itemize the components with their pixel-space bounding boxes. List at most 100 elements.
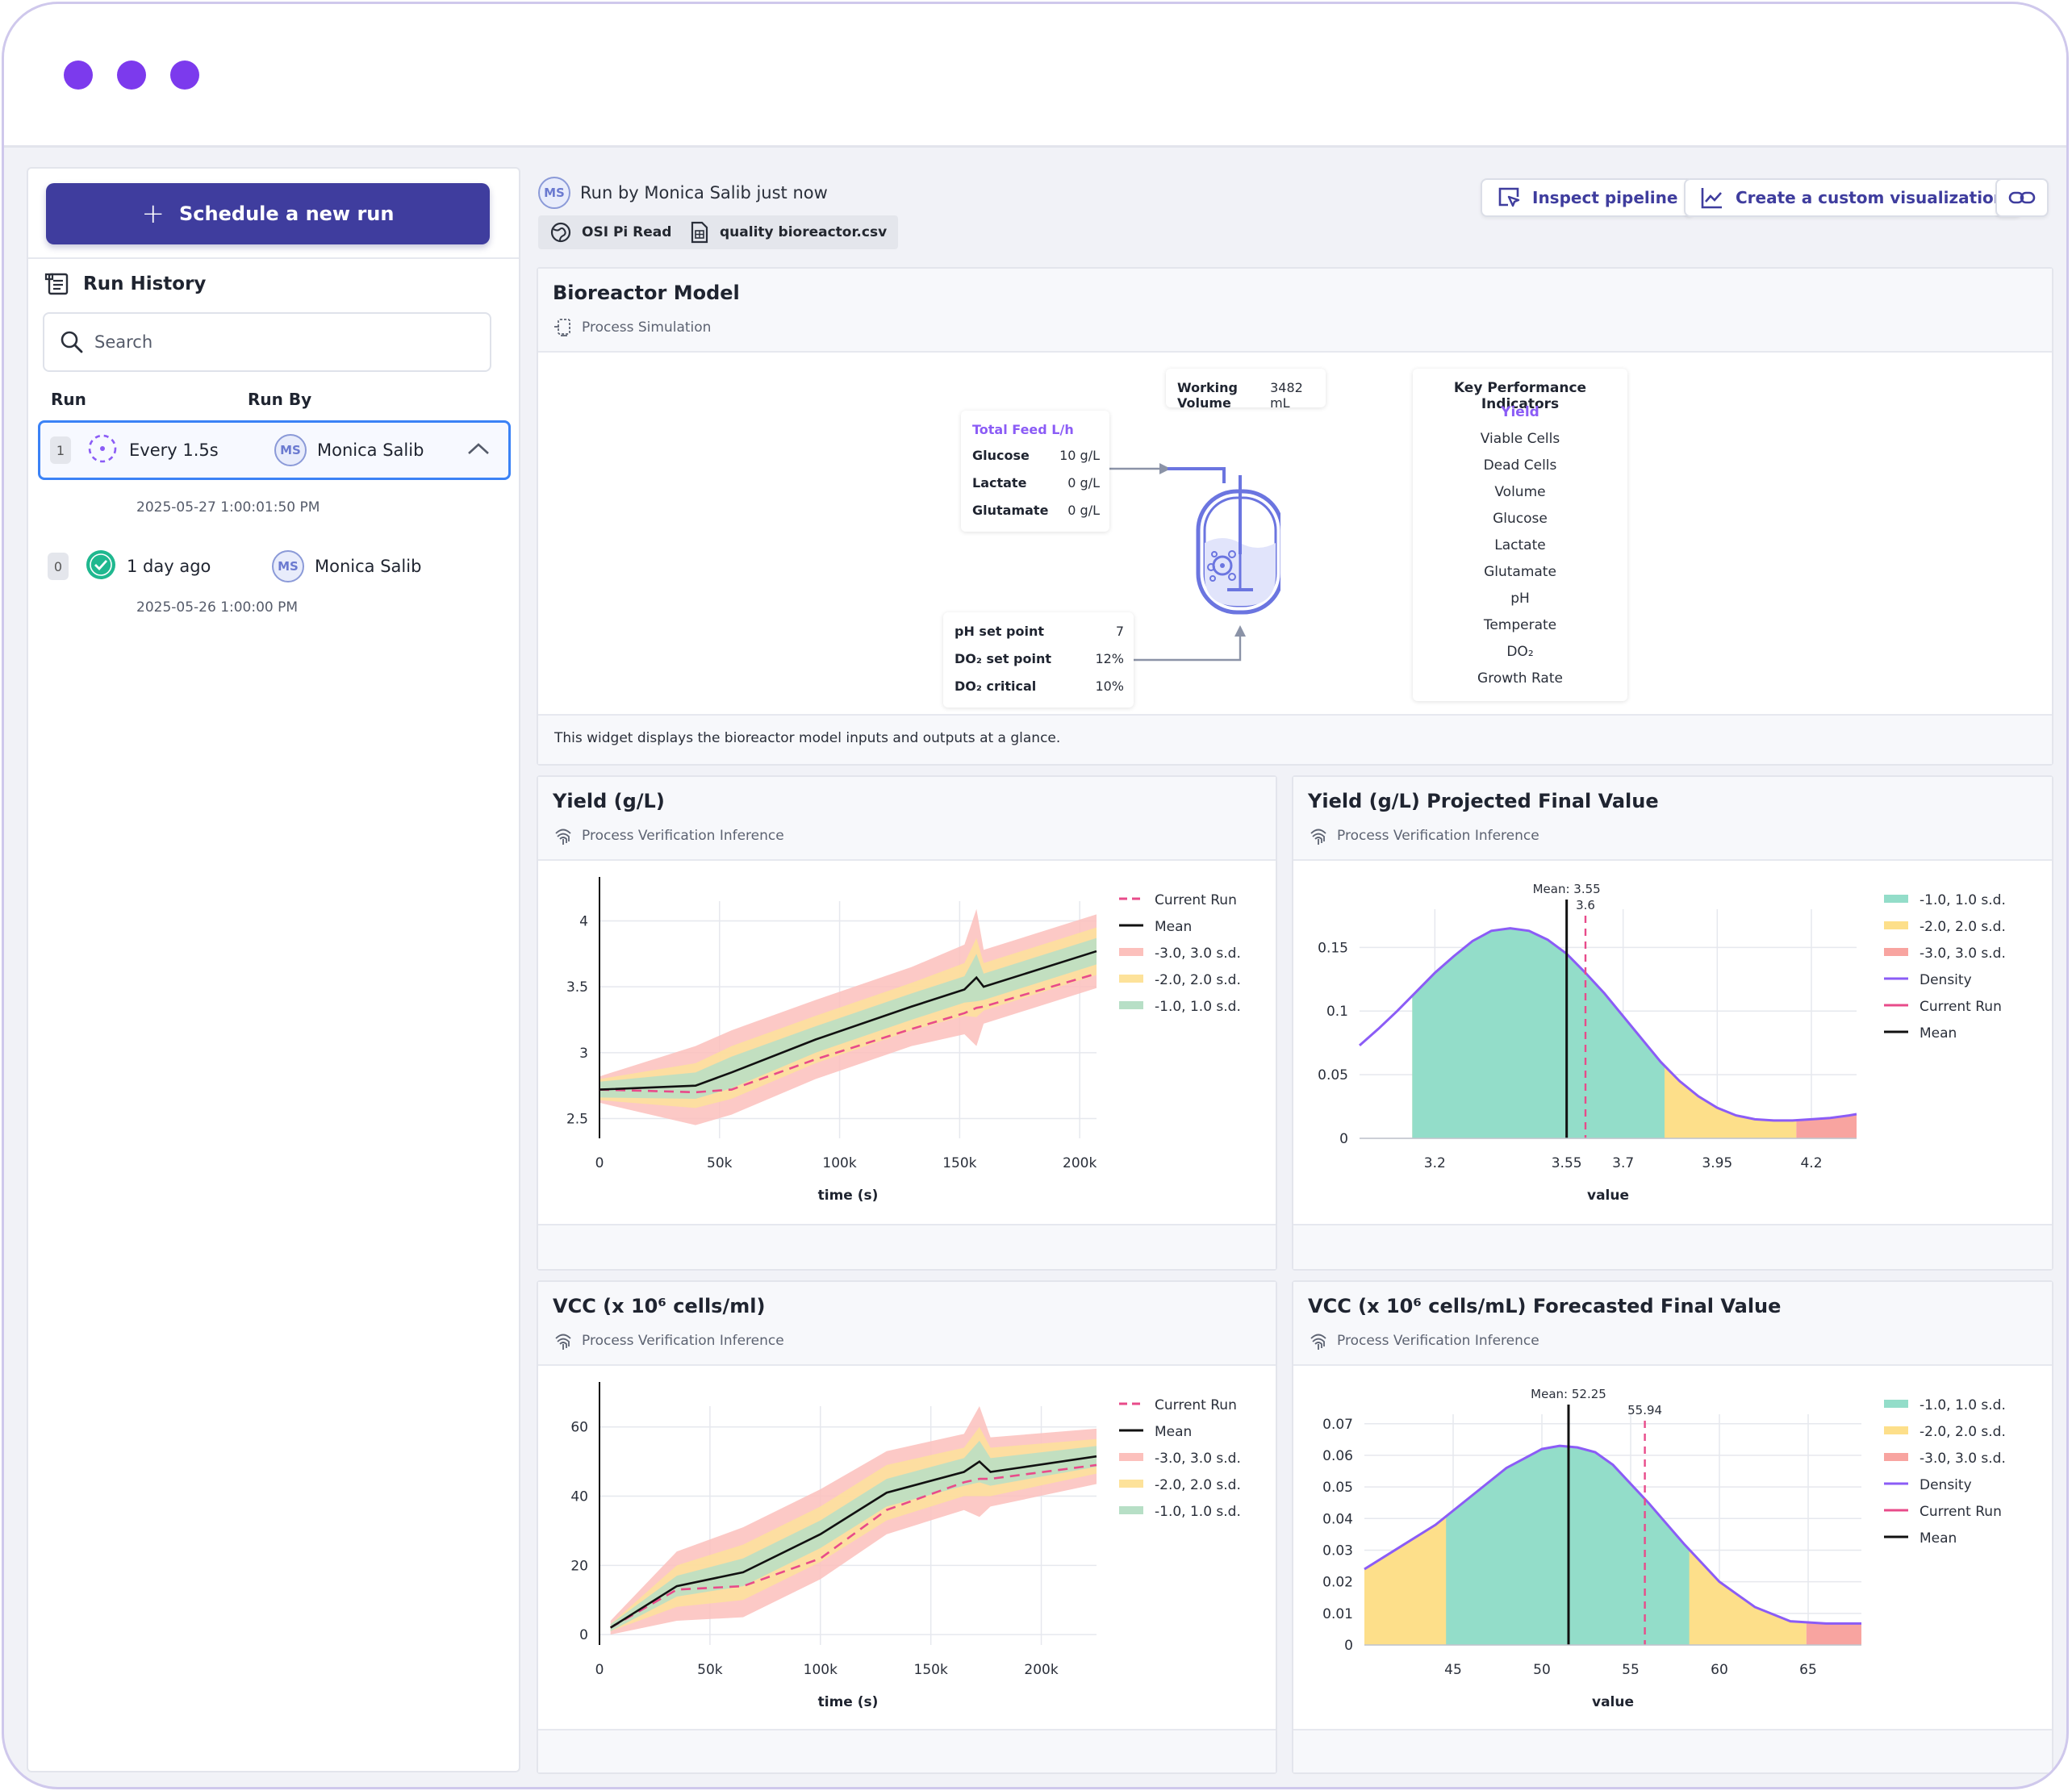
x-tick-label: 50k <box>697 1662 723 1678</box>
setpoint-value: 10% <box>1095 678 1124 694</box>
chevron-up-icon[interactable] <box>466 440 491 461</box>
y-tick-label: 3.5 <box>566 979 588 996</box>
legend-label: -1.0, 1.0 s.d. <box>1920 1397 2006 1413</box>
x-axis-title: time (s) <box>818 1188 879 1204</box>
avatar: MS <box>272 550 304 582</box>
card-header: Yield (g/L) Process Verification Inferen… <box>538 777 1276 861</box>
card-subtitle-text: Process Verification Inference <box>1337 1333 1539 1349</box>
legend-label: Density <box>1920 1477 1972 1493</box>
current-run-line <box>610 1463 1097 1629</box>
scroll-list-icon <box>44 273 69 295</box>
column-header-run[interactable]: Run <box>51 390 86 409</box>
run-timestamp: 2025-05-27 1:00:01:50 PM <box>136 499 320 516</box>
feed-row: Glutamate 0 g/L <box>972 503 1100 518</box>
feed-box: Total Feed L/h Glucose 10 g/L Lactate 0 g/… <box>961 411 1109 532</box>
schedule-run-button[interactable]: + Schedule a new run <box>46 183 490 244</box>
x-tick-label: 200k <box>1024 1662 1058 1678</box>
legend-label: Current Run <box>1920 1504 2002 1520</box>
legend-label: Mean <box>1920 1530 1957 1547</box>
spreadsheet-file-icon <box>691 221 708 244</box>
search-icon <box>61 331 83 353</box>
success-check-icon <box>85 549 117 585</box>
legend-label: Current Run <box>1155 892 1237 908</box>
kpi-item[interactable]: Dead Cells <box>1483 457 1557 474</box>
card-subtitle: Process Verification Inference <box>553 1330 784 1351</box>
run-label: Every 1.5s <box>129 440 219 460</box>
x-tick-label: 45 <box>1444 1662 1462 1678</box>
card-subtitle: Process Verification Inference <box>553 825 784 846</box>
kpi-item[interactable]: Yield <box>1501 404 1539 420</box>
y-tick-label: 0.06 <box>1322 1448 1353 1464</box>
legend-label: -1.0, 1.0 s.d. <box>1155 1504 1241 1520</box>
kpi-item[interactable]: Lactate <box>1494 537 1546 553</box>
y-tick-label: 0 <box>1339 1131 1348 1147</box>
legend-swatch <box>1884 1426 1908 1434</box>
setpoint-key: DO₂ set point <box>955 651 1052 666</box>
column-header-run-by[interactable]: Run By <box>248 390 312 409</box>
setpoint-value: 7 <box>1115 624 1124 639</box>
source-chip-osi[interactable]: OSI Pi Read <box>538 215 683 249</box>
run-search-input[interactable]: Search <box>43 312 491 372</box>
source-chip-csv[interactable]: quality bioreactor.csv <box>678 215 899 249</box>
copy-link-button[interactable] <box>1995 178 2049 217</box>
feed-key: Glutamate <box>972 503 1049 518</box>
kpi-item[interactable]: Viable Cells <box>1480 431 1560 447</box>
window-dot-2[interactable] <box>117 61 146 90</box>
run-number-badge: 1 <box>50 436 71 464</box>
legend-swatch <box>1884 921 1908 929</box>
legend-swatch <box>1119 975 1143 983</box>
y-tick-label: 0.07 <box>1322 1417 1353 1433</box>
bioreactor-vessel-icon <box>1168 467 1280 615</box>
card-subtitle-text: Process Simulation <box>582 319 712 336</box>
kpi-item[interactable]: Glutamate <box>1484 564 1556 580</box>
setpoint-row: DO₂ set point 12% <box>955 651 1124 666</box>
legend-label: Density <box>1920 972 1972 988</box>
mean-line <box>599 950 1097 1091</box>
legend-swatch <box>1119 1453 1143 1461</box>
feed-row: Glucose 10 g/L <box>972 448 1100 463</box>
run-row-1[interactable]: 1 Every 1.5s MS Monica Salib <box>38 420 511 480</box>
setpoint-row: pH set point 7 <box>955 624 1124 639</box>
kpi-item[interactable]: Temperate <box>1483 617 1557 633</box>
feed-key: Lactate <box>972 475 1027 491</box>
kpi-item[interactable]: Volume <box>1494 484 1546 500</box>
run-by-name: Monica Salib <box>317 440 424 460</box>
feed-title: Total Feed L/h <box>972 422 1074 437</box>
run-row-0[interactable]: 0 1 day ago MS Monica Salib <box>38 536 511 596</box>
sd3-area <box>1806 1622 1861 1645</box>
kpi-item[interactable]: DO₂ <box>1506 644 1534 660</box>
card-subtitle-text: Process Verification Inference <box>1337 828 1539 844</box>
legend-label: -2.0, 2.0 s.d. <box>1155 972 1241 988</box>
kpi-item[interactable]: Glucose <box>1493 511 1548 527</box>
y-tick-label: 0.04 <box>1322 1511 1353 1527</box>
legend-label: Current Run <box>1920 999 2002 1015</box>
window-dot-3[interactable] <box>170 61 199 90</box>
legend-label: -1.0, 1.0 s.d. <box>1155 999 1241 1015</box>
yield-line-chart: 0 50k 100k 150k 200k 2.5 3 3.5 4 time (s) Current … <box>566 877 1241 1204</box>
title-bar <box>4 4 2066 148</box>
feed-key: Glucose <box>972 448 1030 463</box>
legend-swatch <box>1884 1453 1908 1461</box>
card-footer <box>538 1224 1276 1269</box>
kpi-item[interactable]: pH <box>1510 591 1530 607</box>
x-tick-label: 0 <box>595 1155 604 1171</box>
legend-label: -3.0, 3.0 s.d. <box>1920 946 2006 962</box>
card-subtitle: Process Simulation <box>553 317 711 338</box>
feed-value: 0 g/L <box>1067 503 1100 518</box>
x-tick-label: 3.95 <box>1702 1155 1732 1171</box>
window-dot-1[interactable] <box>64 61 93 90</box>
card-header: Bioreactor Model Process Simulation <box>538 269 2052 353</box>
bioreactor-description: This widget displays the bioreactor mode… <box>554 730 1061 746</box>
kpi-item[interactable]: Growth Rate <box>1477 670 1563 687</box>
inspect-pipeline-button[interactable]: Inspect pipeline <box>1481 178 1694 217</box>
x-tick-label: 100k <box>822 1155 856 1171</box>
y-tick-label: 60 <box>570 1420 588 1436</box>
legend-label: -2.0, 2.0 s.d. <box>1920 919 2006 935</box>
y-tick-label: 2.5 <box>566 1112 588 1128</box>
x-tick-label: 55 <box>1622 1662 1640 1678</box>
card-title: Yield (g/L) Projected Final Value <box>1308 790 1659 812</box>
legend-swatch <box>1119 1506 1143 1514</box>
custom-visualization-button[interactable]: Create a custom visualization <box>1684 178 2022 217</box>
globe-icon <box>550 222 571 243</box>
